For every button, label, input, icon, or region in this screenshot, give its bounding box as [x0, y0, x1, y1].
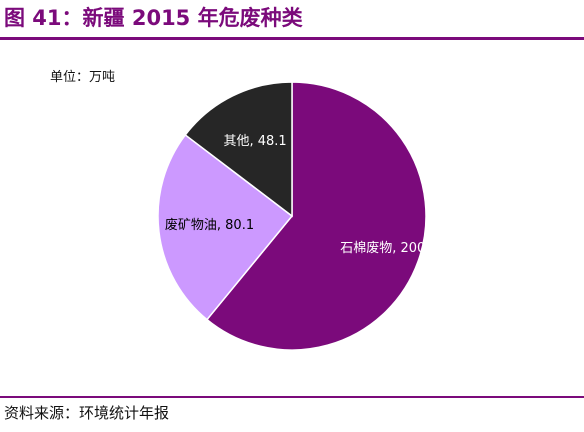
pie-slice-label-3: 其他, 48.1 [223, 134, 286, 149]
pie-slice-2 [157, 133, 294, 321]
pie-slice-3 [184, 81, 293, 218]
title-divider [0, 37, 584, 40]
pie-labels: 石棉废物, 200 废矿物油, 80.1 其他, 48.1 [165, 134, 425, 256]
figure-title: 图 41：新疆 2015 年危废种类 [4, 6, 303, 30]
pie-slice-label-1: 石棉废物, 200 [340, 240, 425, 256]
source-note: 资料来源：环境统计年报 [4, 404, 170, 422]
source-divider [0, 396, 584, 398]
pie-slices [157, 81, 427, 351]
pie-slice-label-2: 废矿物油, 80.1 [165, 217, 254, 233]
unit-label: 单位：万吨 [50, 70, 116, 85]
pie-slice-1 [205, 81, 427, 351]
